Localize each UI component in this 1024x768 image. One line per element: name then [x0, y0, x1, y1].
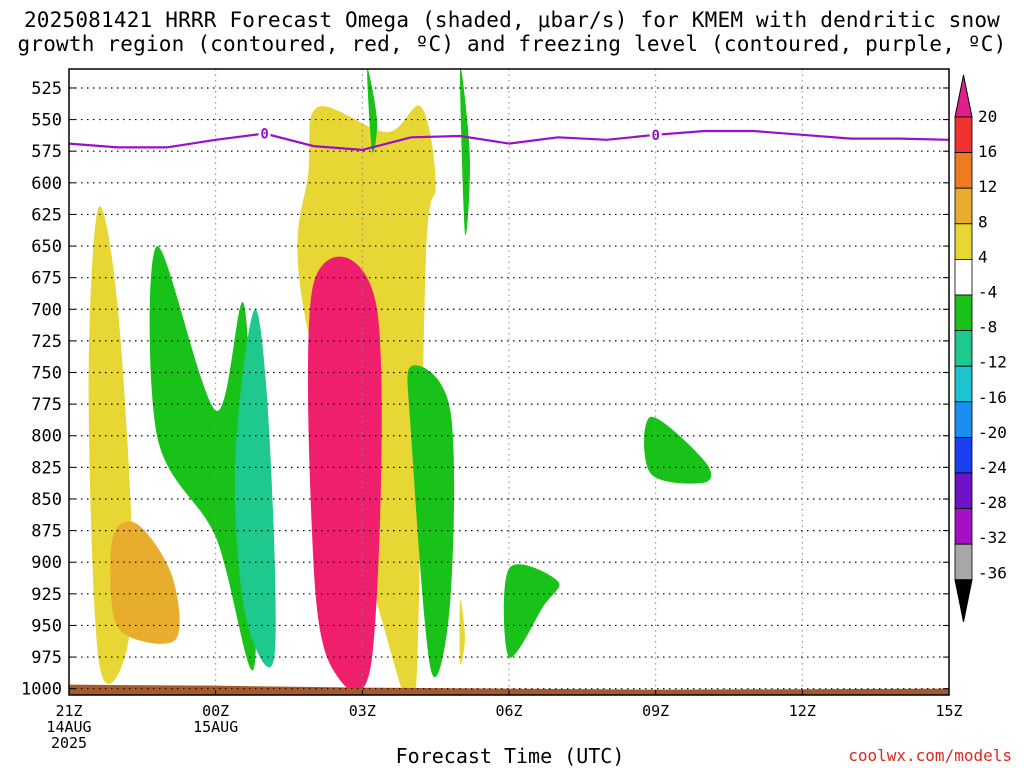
colorbar-band-9 — [954, 401, 973, 438]
colorbar-label-2: 12 — [978, 177, 997, 196]
freezing-label-1: 0 — [651, 128, 659, 144]
freezing-label-0: 0 — [260, 126, 268, 142]
omega-region-8 — [459, 69, 471, 236]
x-tick-label-9-0: 06Z — [495, 702, 522, 720]
title-line-2: growth region (contoured, red, ºC) and f… — [17, 32, 1007, 56]
credit-link[interactable]: coolwx.com/models — [848, 746, 1012, 765]
y-tick-label-1000: 1000 — [21, 680, 62, 700]
y-tick-label-575: 575 — [31, 142, 62, 162]
omega-region-2 — [149, 246, 257, 671]
omega-region-1 — [110, 521, 180, 644]
colorbar-label-10: -24 — [978, 458, 1007, 477]
surface-terrain — [69, 684, 949, 695]
colorbar-band-12 — [954, 508, 973, 545]
colorbar-band-3 — [954, 187, 973, 225]
freezing-label-bg-1 — [649, 126, 662, 142]
colorbar-band-11 — [954, 472, 973, 509]
colorbar-band-2 — [954, 152, 973, 189]
colorbar-label-13: -36 — [978, 563, 1007, 582]
x-tick-label-15-0: 12Z — [789, 702, 816, 720]
colorbar-band-1 — [954, 116, 973, 153]
x-tick-label-12-0: 09Z — [642, 702, 669, 720]
chart-title: 2025081421 HRRR Forecast Omega (shaded, … — [0, 8, 1024, 56]
title-line-1: 2025081421 HRRR Forecast Omega (shaded, … — [23, 8, 1001, 32]
x-axis-label: Forecast Time (UTC) — [395, 744, 625, 768]
colorbar-band-6 — [954, 294, 973, 331]
colorbar-label-3: 8 — [978, 212, 988, 231]
x-tick-label-0-2: 2025 — [51, 734, 87, 752]
x-tick-label-3-0: 00Z — [202, 702, 229, 720]
colorbar-label-8: -16 — [978, 388, 1007, 407]
colorbar-label-5: -4 — [978, 283, 997, 302]
x-tick-label-0-0: 21Z — [55, 702, 82, 720]
y-tick-label-800: 800 — [31, 427, 62, 447]
colorbar-label-7: -12 — [978, 353, 1007, 372]
colorbar-label-4: 4 — [978, 247, 988, 266]
y-tick-label-775: 775 — [31, 395, 62, 415]
y-tick-label-600: 600 — [31, 174, 62, 194]
y-tick-label-625: 625 — [31, 205, 62, 225]
colorbar-band-8 — [954, 365, 973, 403]
y-tick-label-825: 825 — [31, 458, 62, 478]
axis-layer: 525 550 575 600 625 650 675 700 725 750 775 800 825 8… — [21, 79, 963, 752]
colorbar-band-7 — [954, 330, 973, 367]
colorbar-label-11: -28 — [978, 493, 1007, 512]
omega-shading-layer — [69, 69, 949, 695]
omega-region-7 — [459, 599, 465, 665]
colorbar-band-13 — [954, 543, 973, 581]
y-tick-label-900: 900 — [31, 553, 62, 573]
colorbar: 20 16 12 8 4 -4 -8 -12 -16 -20 -24 -28 -32 -36 — [954, 74, 1007, 622]
omega-region-10 — [503, 564, 560, 658]
colorbar-label-12: -32 — [978, 528, 1007, 547]
y-tick-label-550: 550 — [31, 111, 62, 131]
x-tick-label-3-1: 15AUG — [193, 718, 238, 736]
colorbar-label-1: 16 — [978, 142, 997, 161]
colorbar-top-triangle — [954, 74, 973, 118]
colorbar-band-10 — [954, 436, 973, 474]
omega-region-3 — [234, 309, 276, 668]
colorbar-label-0: 20 — [978, 107, 997, 126]
x-tick-label-6-0: 03Z — [349, 702, 376, 720]
y-tick-label-525: 525 — [31, 79, 62, 99]
y-tick-label-700: 700 — [31, 300, 62, 320]
y-tick-label-850: 850 — [31, 490, 62, 510]
x-tick-label-18-0: 15Z — [935, 702, 962, 720]
y-tick-label-925: 925 — [31, 585, 62, 605]
x-tick-label-0-1: 14AUG — [46, 718, 91, 736]
grid-layer — [69, 69, 949, 695]
y-tick-label-725: 725 — [31, 332, 62, 352]
y-tick-label-750: 750 — [31, 364, 62, 384]
omega-region-5 — [307, 256, 382, 693]
omega-region-6 — [407, 365, 455, 678]
omega-region-9 — [367, 69, 378, 153]
y-tick-label-950: 950 — [31, 616, 62, 636]
colorbar-label-9: -20 — [978, 423, 1007, 442]
colorbar-bottom-triangle — [954, 579, 973, 622]
omega-region-11 — [644, 416, 712, 484]
y-tick-label-975: 975 — [31, 648, 62, 668]
y-tick-label-875: 875 — [31, 522, 62, 542]
colorbar-band-4 — [954, 223, 973, 260]
freezing-label-bg-0 — [258, 125, 271, 141]
colorbar-label-6: -8 — [978, 318, 997, 337]
y-tick-label-675: 675 — [31, 269, 62, 289]
colorbar-band-5 — [954, 258, 973, 296]
y-tick-label-650: 650 — [31, 237, 62, 257]
freezing-level-line — [69, 129, 949, 151]
